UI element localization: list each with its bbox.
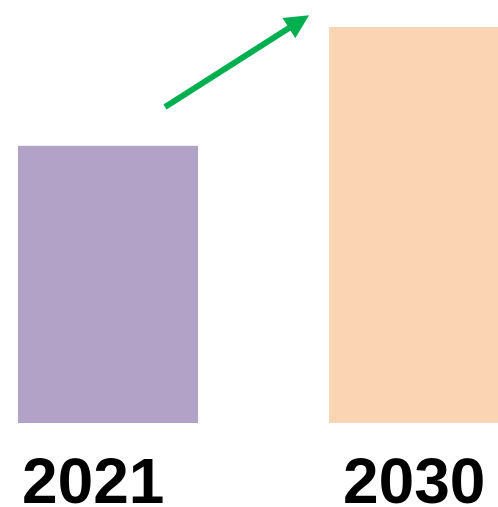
bar: [329, 27, 498, 423]
x-tick-label: 2021: [22, 445, 164, 507]
bar: [18, 145, 198, 424]
trend-arrow: [163, 15, 310, 110]
x-tick-label: 2030: [343, 445, 485, 507]
